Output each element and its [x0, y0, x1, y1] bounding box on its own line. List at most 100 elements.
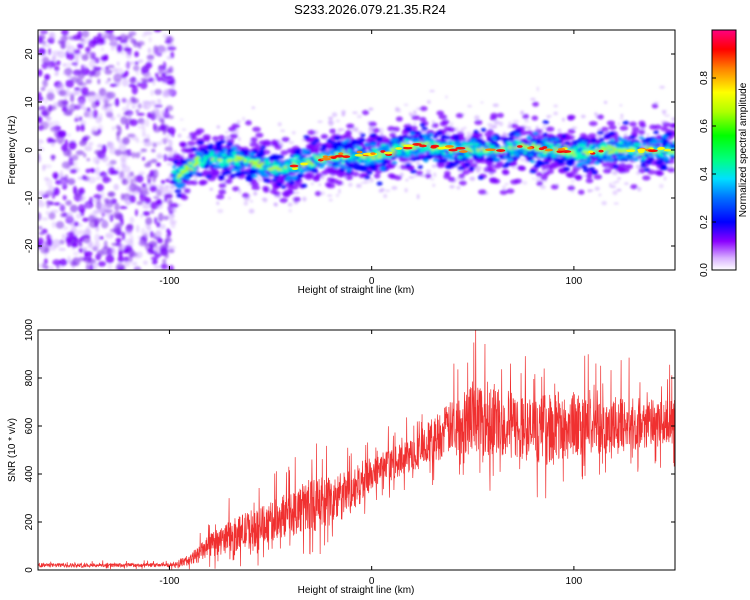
ridge-layer-2	[471, 139, 477, 144]
noise-blob	[61, 143, 68, 152]
noise-blob	[38, 138, 43, 144]
halo-point	[530, 97, 536, 101]
noise-blob	[156, 76, 164, 82]
noise-blob	[117, 255, 125, 263]
noise-blob	[116, 61, 120, 66]
noise-blob	[88, 60, 96, 68]
noise-blob	[52, 239, 61, 248]
halo-point	[391, 186, 398, 190]
ridge-layer-2	[503, 155, 508, 159]
noise-blob	[137, 125, 146, 129]
ridge-layer-4	[534, 145, 539, 148]
halo-point	[398, 108, 401, 114]
noise-blob	[95, 43, 103, 47]
ridge-layer-2	[423, 159, 429, 163]
noise-blob	[92, 130, 99, 136]
ridge-layer-0	[531, 115, 539, 121]
noise-blob	[65, 200, 72, 206]
halo-point	[356, 114, 363, 119]
halo-point	[250, 200, 253, 203]
ridge-layer-3	[269, 170, 276, 174]
ridge-layer-1	[370, 163, 378, 168]
halo-point	[475, 168, 481, 173]
ridge-layer-3	[488, 144, 495, 148]
ridge-layer-1	[240, 149, 246, 154]
noise-blob	[129, 119, 138, 127]
spectrogram-y-ticks: -20 -10 0 10 20	[24, 48, 675, 253]
ridge-layer-2	[661, 135, 668, 139]
noise-blob	[165, 193, 174, 199]
ridge-layer-1	[376, 181, 383, 186]
ridge-layer-3	[293, 155, 300, 158]
halo-point	[335, 119, 341, 123]
noise-blob	[82, 235, 91, 244]
ridge-layer-2	[369, 160, 376, 165]
ridge-layer-3	[202, 157, 209, 161]
noise-blob	[70, 162, 74, 166]
ridge-layer-4	[334, 152, 339, 155]
noise-blob	[52, 259, 61, 266]
noise-blob	[131, 105, 136, 109]
ridge-layer-1	[199, 147, 207, 152]
ridge-layer-2	[171, 165, 177, 169]
ridge-layer-0	[181, 147, 190, 153]
ridge-layer-0	[567, 115, 575, 121]
noise-blob	[120, 218, 124, 226]
ridge-layer-1	[565, 161, 572, 166]
ridge-layer-0	[432, 122, 439, 128]
noise-blob	[72, 257, 81, 266]
noise-blob	[83, 152, 87, 158]
ridge-layer-3	[485, 142, 492, 146]
ridge-layer-4	[291, 162, 295, 165]
ridge-layer-1	[221, 171, 229, 176]
spectrogram-y-tick-label: -10	[24, 190, 35, 205]
ridge-layer-0	[283, 192, 291, 198]
ridge-layer-4	[226, 159, 233, 163]
ridge-layer-1	[454, 160, 460, 165]
noise-blob	[77, 204, 86, 213]
ridge-layer-0	[320, 134, 329, 140]
ridge-layer-2	[237, 165, 244, 169]
noise-blob	[166, 56, 172, 60]
noise-blob	[109, 83, 118, 87]
ridge-layer-2	[607, 158, 615, 162]
noise-blob	[62, 225, 69, 231]
noise-blob	[123, 256, 129, 262]
colorbar-gradient	[712, 30, 736, 270]
halo-point	[181, 128, 187, 131]
ridge-layer-3	[634, 153, 640, 157]
ridge-layer-0	[602, 168, 612, 174]
ridge-layer-3	[479, 151, 484, 155]
ridge-layer-0	[651, 103, 659, 109]
noise-blob	[170, 221, 176, 229]
noise-blob	[125, 228, 133, 236]
halo-point	[287, 202, 293, 207]
halo-point	[226, 135, 231, 139]
ridge-layer-4	[377, 155, 382, 158]
ridge-layer-3	[309, 165, 315, 169]
ridge-peak	[544, 148, 554, 152]
noise-blob	[46, 92, 55, 101]
ridge-peak	[289, 164, 299, 168]
ridge-layer-1	[457, 166, 465, 171]
noise-blob	[119, 205, 128, 210]
noise-blob	[51, 120, 61, 126]
ridge-layer-2	[301, 151, 307, 155]
halo-point	[524, 160, 530, 164]
noise-blob	[147, 248, 152, 253]
noise-blob	[45, 178, 53, 187]
noise-blob	[57, 130, 66, 138]
ridge-layer-0	[411, 115, 421, 121]
ridge-layer-0	[400, 164, 407, 170]
ridge-layer-0	[600, 126, 609, 132]
ridge-layer-2	[529, 159, 536, 164]
noise-blob	[80, 65, 87, 70]
noise-blob	[92, 109, 99, 119]
spectrogram-y-tick-label: 20	[24, 48, 35, 60]
noise-blob	[141, 133, 147, 138]
spectrogram-y-tick-label: -20	[24, 238, 35, 253]
noise-blob	[153, 195, 160, 200]
ridge-peak	[496, 149, 506, 152]
noise-blob	[168, 265, 174, 270]
ridge-layer-3	[541, 152, 548, 156]
